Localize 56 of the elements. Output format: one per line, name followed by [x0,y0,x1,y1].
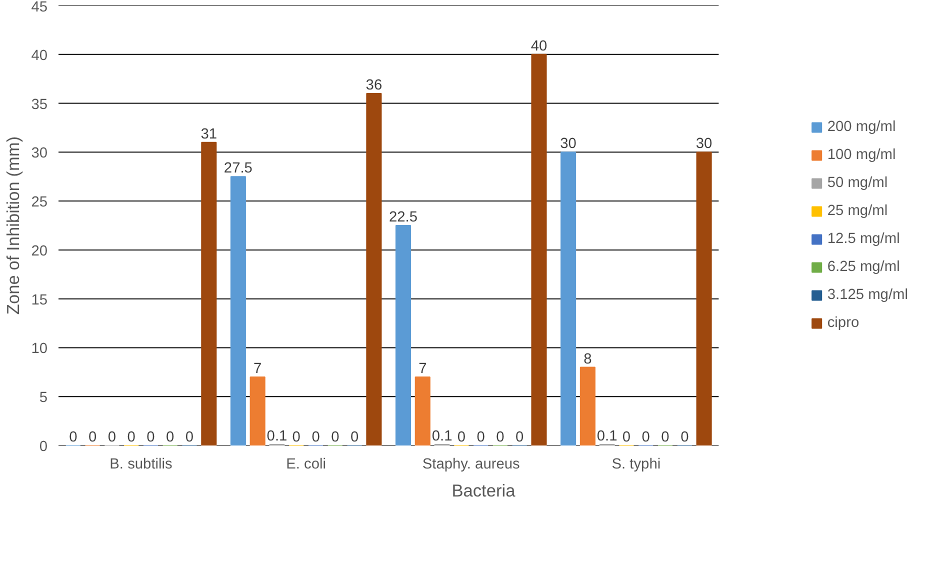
data-label: 0 [312,430,320,446]
data-label: 0 [146,430,155,446]
data-label: 0 [108,430,116,446]
x-tick-label: E. coli [286,456,326,472]
y-tick-label: 0 [39,439,48,455]
y-tick-label: 35 [31,96,48,113]
data-label: 0 [457,430,466,446]
legend-label: 6.25 mg/ml [827,259,900,275]
data-label: 0 [516,430,524,446]
data-label: 27.5 [224,160,252,177]
data-label: 40 [530,38,548,54]
data-label: 0 [166,430,174,446]
data-label: 7 [254,361,262,378]
data-label: 0.1 [432,428,452,445]
y-tick-label: 5 [39,390,48,406]
data-label: 7 [418,361,427,378]
legend-label: 200 mg/ml [827,119,896,135]
data-label: 0 [350,430,359,446]
y-tick-label: 25 [31,194,48,211]
legend-label: 100 mg/ml [827,147,896,163]
x-tick-label: B. subtilis [110,456,172,472]
x-tick-label: S. typhi [612,456,661,472]
data-label: 30 [560,136,576,152]
y-tick-label: 10 [31,341,48,358]
y-axis-title: Zone of Inhibition (mm) [3,136,24,315]
data-label: 30 [696,136,712,152]
x-axis-title: Bacteria [452,480,516,500]
data-label: 0.1 [266,428,288,445]
data-label: 0 [661,430,670,446]
data-label: 8 [584,351,592,368]
data-label: 0 [88,430,97,446]
x-tick-label: Staphy. aureus [422,456,520,472]
data-label: 0 [476,430,485,446]
data-label: 0 [69,430,78,446]
data-label: 22.5 [388,210,418,226]
legend-label: 3.125 mg/ml [827,287,908,303]
data-label: 31 [200,126,218,142]
data-label: 0 [185,430,194,446]
data-label: 0 [331,430,340,446]
legend-label: cipro [827,315,860,331]
y-tick-label: 40 [31,48,48,64]
y-tick-label: 20 [31,243,48,260]
y-tick-label: 30 [31,146,48,162]
legend-label: 12.5 mg/ml [827,231,900,247]
data-label: 0 [622,430,631,446]
data-label: 0 [680,430,689,446]
data-label: 0 [642,430,650,446]
data-label: 0 [496,430,504,446]
data-label: 0 [127,430,136,446]
legend-label: 50 mg/ml [827,175,888,191]
legend-label: 25 mg/ml [827,203,888,219]
y-tick-label: 15 [31,292,48,308]
data-label: 0.1 [596,428,618,445]
data-label: 0 [292,430,300,446]
data-label: 36 [366,78,382,94]
y-tick-label: 45 [31,0,48,16]
